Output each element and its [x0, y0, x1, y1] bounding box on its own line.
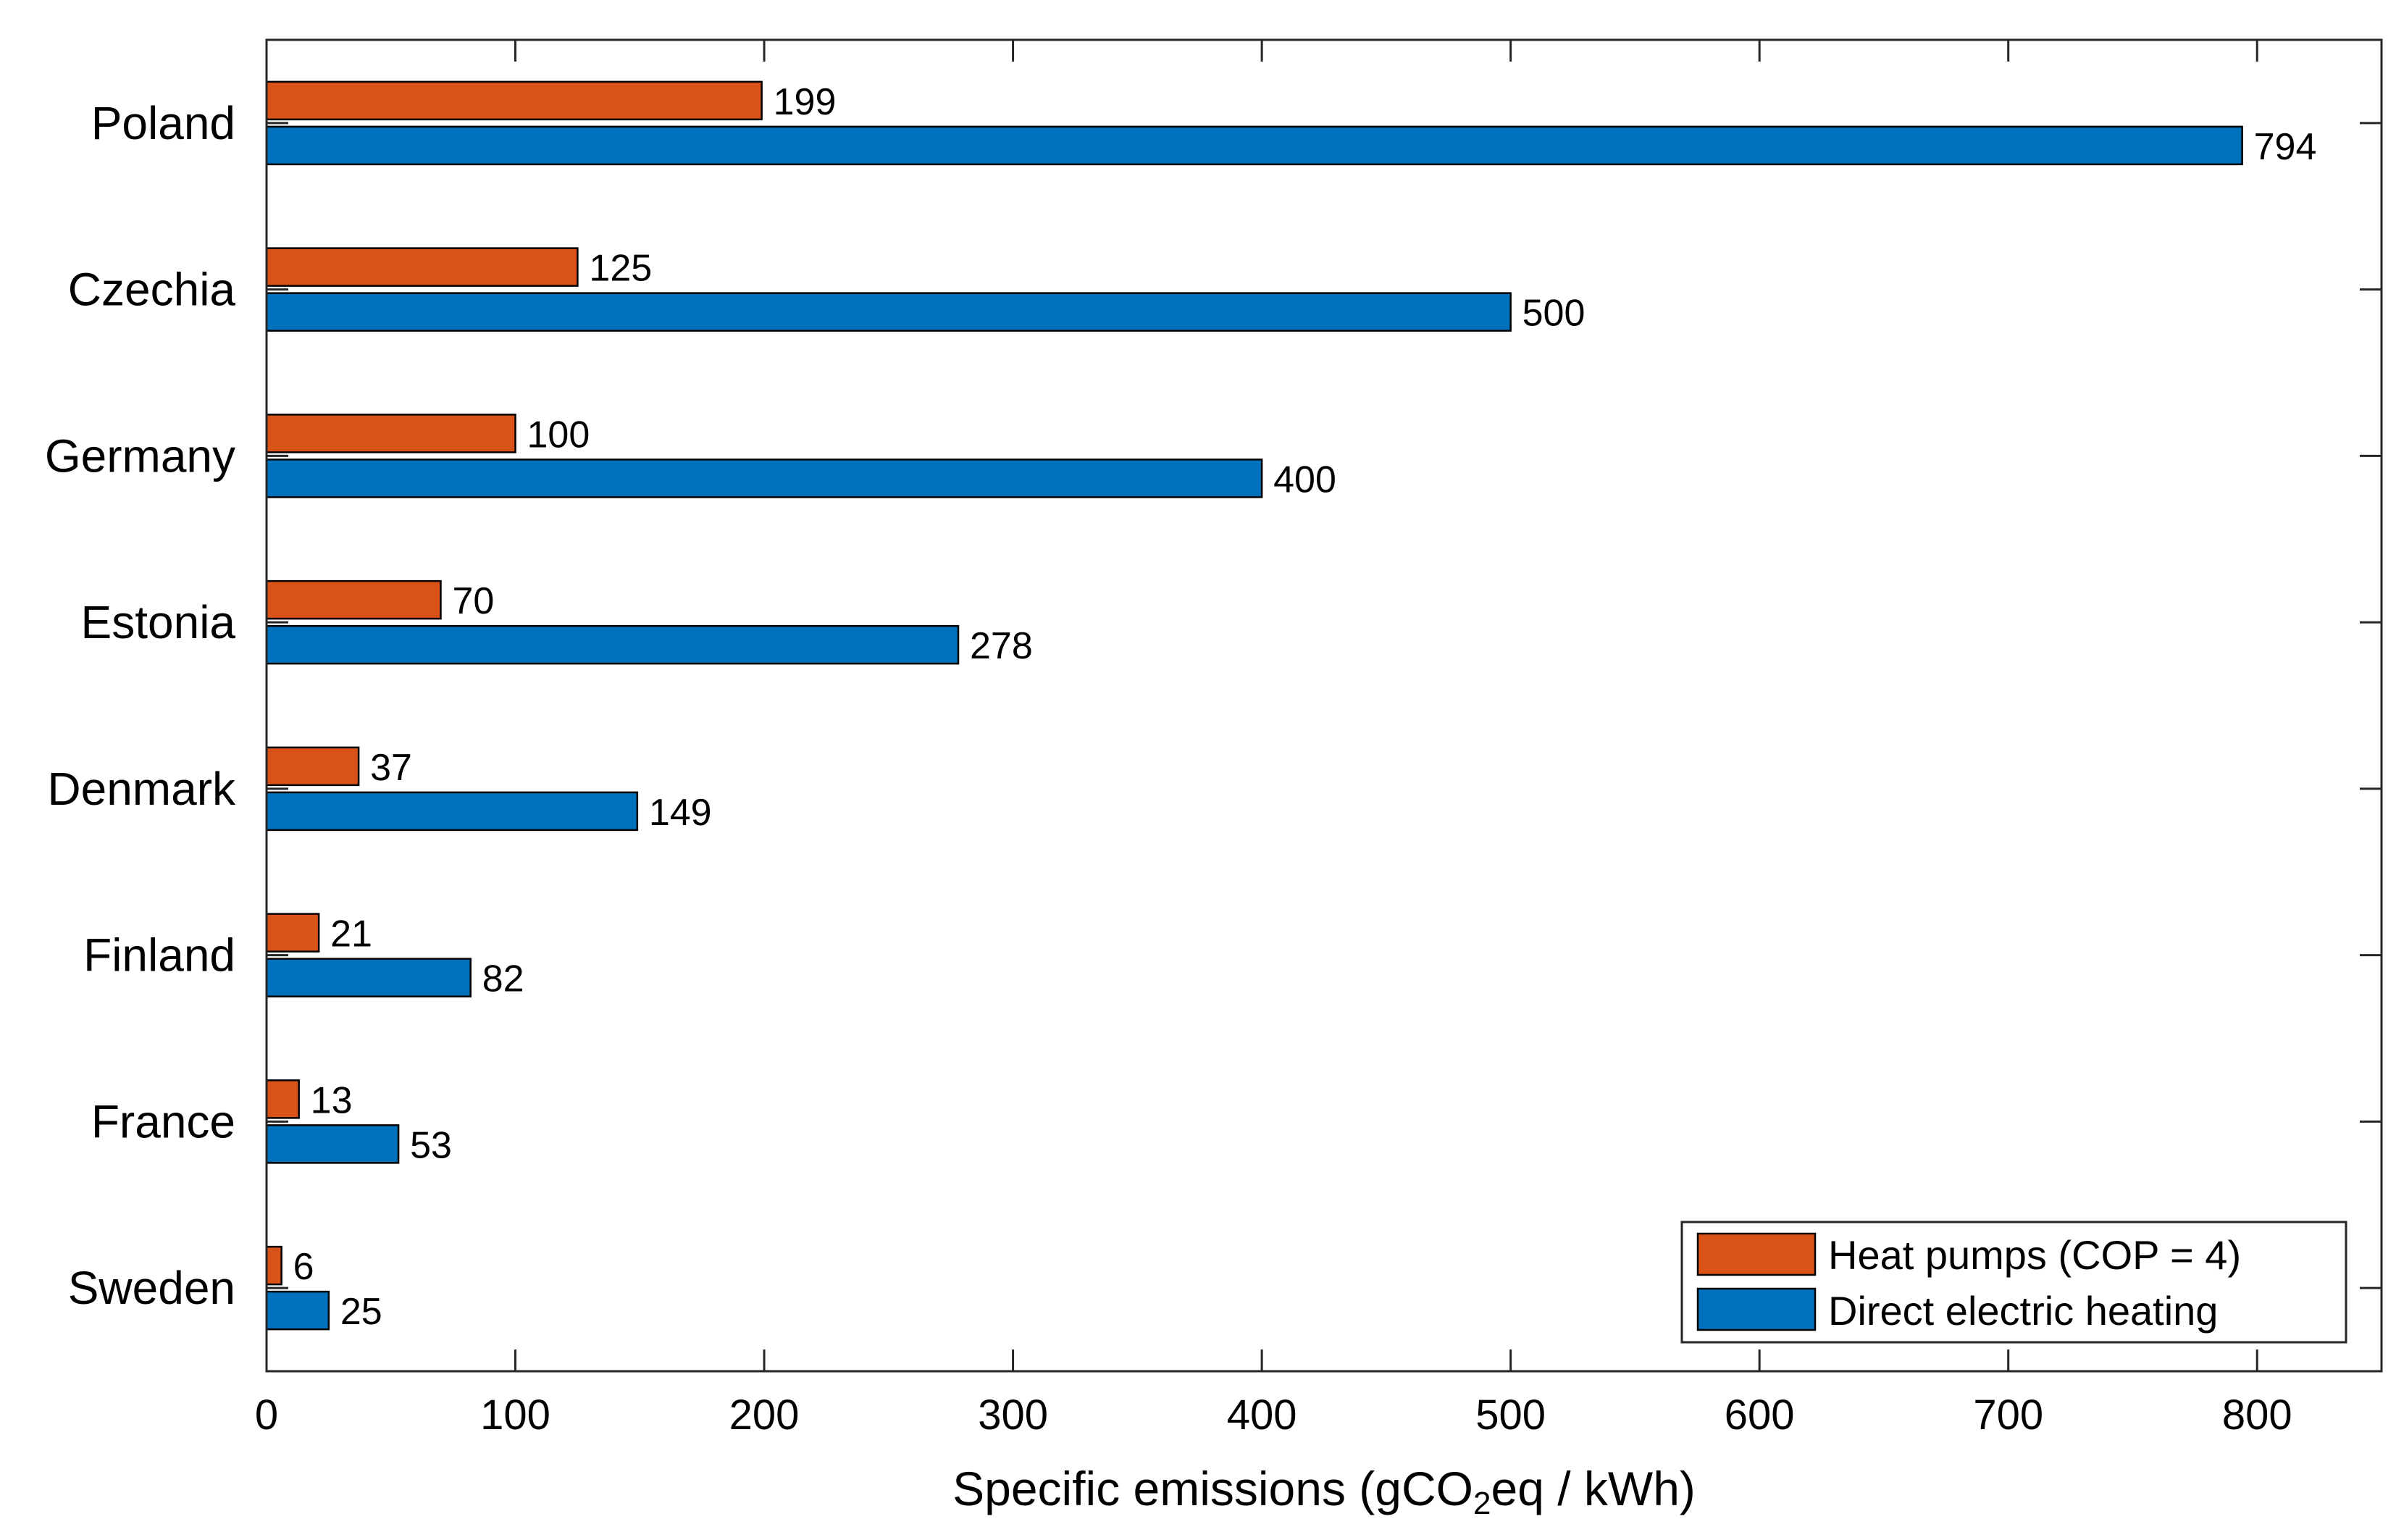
data-label-sweden-direct-electric: 25 — [340, 1291, 382, 1333]
legend-swatch-heat-pumps — [1696, 1232, 1817, 1276]
data-label-france-heat-pumps: 13 — [311, 1079, 353, 1121]
y-tick-label-finland: Finland — [83, 929, 235, 982]
y-tick-label-germany: Germany — [45, 430, 235, 482]
x-tick-label-500: 500 — [1475, 1392, 1546, 1439]
data-label-france-direct-electric: 53 — [410, 1124, 452, 1166]
x-tick-label-400: 400 — [1227, 1392, 1297, 1439]
bar-germany-direct-electric — [265, 459, 1263, 498]
bar-denmark-direct-electric — [265, 791, 639, 832]
bar-germany-heat-pumps — [265, 414, 516, 453]
data-label-finland-direct-electric: 82 — [482, 958, 524, 1000]
plot-frame — [265, 38, 2383, 1373]
data-label-poland-direct-electric: 794 — [2254, 126, 2317, 168]
data-label-poland-heat-pumps: 199 — [774, 81, 837, 123]
bar-finland-heat-pumps — [265, 913, 320, 953]
bar-czechia-direct-electric — [265, 292, 1512, 332]
data-label-sweden-heat-pumps: 6 — [293, 1246, 314, 1288]
labels-layer: Poland 199 794 Czechia 125 500 Germany 100 400 Es… — [45, 81, 2317, 1439]
y-tick-label-france: France — [91, 1095, 235, 1147]
data-label-germany-direct-electric: 400 — [1273, 459, 1336, 501]
bars-layer — [265, 80, 2243, 1331]
y-tick-label-poland: Poland — [91, 97, 235, 149]
bar-sweden-direct-electric — [265, 1290, 330, 1331]
x-tick-label-700: 700 — [1973, 1392, 2043, 1439]
bar-czechia-heat-pumps — [265, 247, 579, 287]
plot-background — [267, 40, 2382, 1371]
x-tick-label-800: 800 — [2222, 1392, 2292, 1439]
x-axis-title: Specific emissions (gCO2eq / kWh) — [952, 1462, 1696, 1521]
bar-france-heat-pumps — [265, 1079, 300, 1119]
data-label-czechia-heat-pumps: 125 — [589, 248, 652, 290]
bar-estonia-direct-electric — [265, 624, 960, 665]
legend-label-heat-pumps: Heat pumps (COP = 4) — [1828, 1232, 2241, 1278]
legend-swatch-direct-electric — [1696, 1287, 1817, 1331]
data-label-finland-heat-pumps: 21 — [330, 913, 372, 955]
legend: Heat pumps (COP = 4) Direct electric hea… — [1680, 1221, 2347, 1344]
bar-france-direct-electric — [265, 1124, 400, 1164]
bar-poland-heat-pumps — [265, 80, 763, 121]
bar-finland-direct-electric — [265, 958, 472, 997]
bar-sweden-heat-pumps — [265, 1245, 282, 1286]
y-tick-label-denmark: Denmark — [47, 763, 236, 815]
x-tick-label-300: 300 — [978, 1392, 1048, 1439]
bar-poland-direct-electric — [265, 125, 2243, 166]
y-tick-label-sweden: Sweden — [68, 1262, 235, 1314]
x-axis-title-rest: eq / kWh) — [1491, 1462, 1695, 1515]
x-tick-label-200: 200 — [729, 1392, 800, 1439]
bar-estonia-heat-pumps — [265, 579, 442, 620]
bar-denmark-heat-pumps — [265, 746, 360, 787]
y-tick-label-czechia: Czechia — [68, 264, 236, 316]
x-tick-label-100: 100 — [480, 1392, 550, 1439]
data-label-denmark-direct-electric: 149 — [649, 792, 712, 834]
x-axis-title-subscript: 2 — [1473, 1486, 1491, 1521]
data-label-czechia-direct-electric: 500 — [1522, 293, 1586, 335]
x-tick-label-0: 0 — [255, 1392, 278, 1439]
legend-label-direct-electric: Direct electric heating — [1828, 1288, 2218, 1334]
data-label-estonia-direct-electric: 278 — [970, 625, 1033, 667]
data-label-denmark-heat-pumps: 37 — [370, 747, 412, 789]
y-tick-label-estonia: Estonia — [81, 596, 236, 648]
data-label-germany-heat-pumps: 100 — [527, 414, 590, 456]
data-label-estonia-heat-pumps: 70 — [452, 580, 494, 622]
x-axis-title-main: Specific emissions (gCO — [952, 1462, 1473, 1515]
x-tick-label-600: 600 — [1725, 1392, 1795, 1439]
